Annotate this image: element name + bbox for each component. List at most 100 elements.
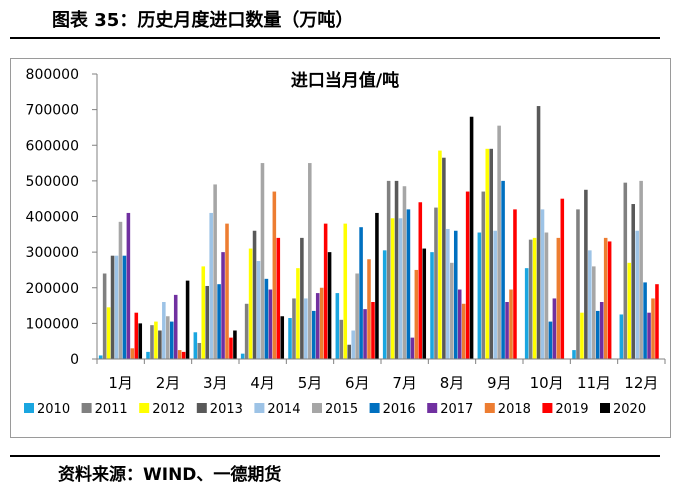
bar-2012-5 — [296, 268, 300, 359]
bar-2015-9 — [497, 125, 501, 359]
bar-2010-11 — [572, 350, 576, 359]
bar-2012-7 — [390, 218, 395, 359]
legend-swatch-2012 — [139, 403, 150, 413]
bar-2013-10 — [536, 106, 541, 359]
bar-2018-12 — [651, 298, 655, 359]
bar-2019-12 — [655, 284, 659, 359]
bar-2019-9 — [513, 209, 517, 360]
y-tick-label: 600000 — [26, 138, 79, 154]
bar-2016-7 — [406, 209, 411, 360]
bar-2011-10 — [528, 239, 533, 359]
y-tick-label: 0 — [70, 352, 79, 368]
bar-2018-11 — [603, 237, 608, 360]
x-tick-label: 11月 — [577, 374, 611, 392]
bar-2016-11 — [595, 310, 600, 359]
bar-2020-2 — [185, 280, 190, 360]
bar-2012-11 — [580, 312, 584, 359]
x-tick-label: 9月 — [487, 374, 512, 392]
legend-label-2013: 2013 — [210, 402, 243, 417]
legend-swatch-2020 — [600, 403, 610, 413]
legend-swatch-2019 — [542, 403, 553, 413]
bar-2011-5 — [292, 298, 296, 359]
bar-2019-5 — [323, 223, 328, 360]
bar-2018-5 — [319, 287, 324, 359]
x-tick-label: 6月 — [345, 374, 370, 392]
legend-swatch-2018 — [484, 403, 495, 413]
bars-group — [98, 106, 659, 360]
bar-2016-2 — [169, 321, 174, 359]
x-tick-label: 3月 — [203, 374, 228, 392]
bar-2011-11 — [576, 209, 580, 360]
bar-2012-3 — [201, 266, 206, 360]
bar-2013-5 — [300, 237, 304, 360]
legend-label-2018: 2018 — [498, 402, 531, 417]
source-note: 资料来源：WIND、一德期货 — [58, 465, 282, 485]
title-divider — [10, 37, 660, 39]
bar-2020-8 — [469, 116, 474, 359]
x-tick-label: 4月 — [250, 374, 275, 392]
bar-2017-4 — [268, 289, 273, 359]
x-tick-label: 10月 — [530, 374, 564, 392]
bar-2019-8 — [465, 191, 470, 359]
bar-2013-1 — [110, 255, 115, 359]
bar-2010-1 — [98, 355, 103, 359]
bar-2012-2 — [154, 321, 158, 359]
bar-2014-8 — [446, 228, 450, 359]
bar-2013-7 — [394, 180, 399, 360]
bar-2013-9 — [489, 148, 493, 359]
y-axis: 0 100000 200000 300000 400000 500000 600000 700… — [26, 67, 98, 368]
bar-2014-4 — [256, 261, 261, 359]
bar-2013-2 — [158, 330, 162, 359]
bar-2017-12 — [647, 312, 651, 359]
bar-2017-7 — [410, 337, 415, 360]
bar-2019-6 — [371, 302, 375, 359]
legend-swatch-2015 — [312, 403, 322, 413]
bar-2017-3 — [221, 252, 225, 360]
footer-divider — [10, 455, 660, 457]
bar-2019-1 — [134, 312, 139, 359]
bar-2012-4 — [248, 248, 253, 359]
bar-2014-6 — [351, 330, 355, 359]
bar-2011-8 — [434, 207, 438, 359]
figure-title: 图表 35：历史月度进口数量（万吨） — [52, 10, 354, 31]
x-tick-label: 1月 — [108, 374, 133, 392]
legend-label-2019: 2019 — [555, 402, 588, 417]
bar-2019-2 — [181, 351, 186, 360]
bar-2015-11 — [592, 266, 596, 360]
bar-2012-12 — [627, 262, 632, 359]
bar-2015-5 — [308, 163, 312, 359]
bar-2013-12 — [631, 204, 635, 359]
bar-2014-12 — [635, 230, 639, 359]
bar-2020-4 — [280, 316, 285, 359]
bar-2013-4 — [252, 230, 257, 359]
bar-2015-3 — [213, 184, 217, 359]
bar-2011-4 — [244, 303, 249, 359]
bar-2015-7 — [402, 186, 407, 359]
x-tick-label: 5月 — [298, 374, 323, 392]
bar-2010-10 — [524, 268, 529, 359]
legend-swatch-2011 — [81, 403, 92, 413]
bar-2010-12 — [619, 314, 624, 359]
bar-2019-11 — [607, 241, 612, 359]
legend-swatch-2016 — [369, 403, 380, 413]
y-tick-label: 500000 — [26, 174, 79, 190]
x-axis: 1月 2月 3月 4月 5月 6月 7月 8月 9月 10月 11月 12月 — [96, 358, 666, 392]
bar-2018-2 — [177, 350, 182, 359]
chart-title: 进口当月值/吨 — [291, 70, 399, 91]
legend-label-2011: 2011 — [95, 402, 128, 417]
bar-2015-4 — [260, 163, 265, 359]
bar-2018-4 — [272, 191, 277, 359]
bar-2011-12 — [623, 182, 628, 359]
bar-2013-11 — [584, 189, 588, 359]
x-tick-label: 7月 — [392, 374, 417, 392]
bar-2010-6 — [335, 293, 340, 359]
legend-swatch-2013 — [196, 403, 207, 413]
bar-2015-8 — [450, 262, 454, 359]
bar-2012-1 — [106, 307, 111, 359]
chart-frame — [10, 58, 671, 438]
bar-2014-1 — [114, 255, 119, 359]
x-tick-label: 8月 — [440, 374, 465, 392]
bar-2019-4 — [276, 237, 281, 360]
bar-2019-7 — [418, 202, 423, 359]
